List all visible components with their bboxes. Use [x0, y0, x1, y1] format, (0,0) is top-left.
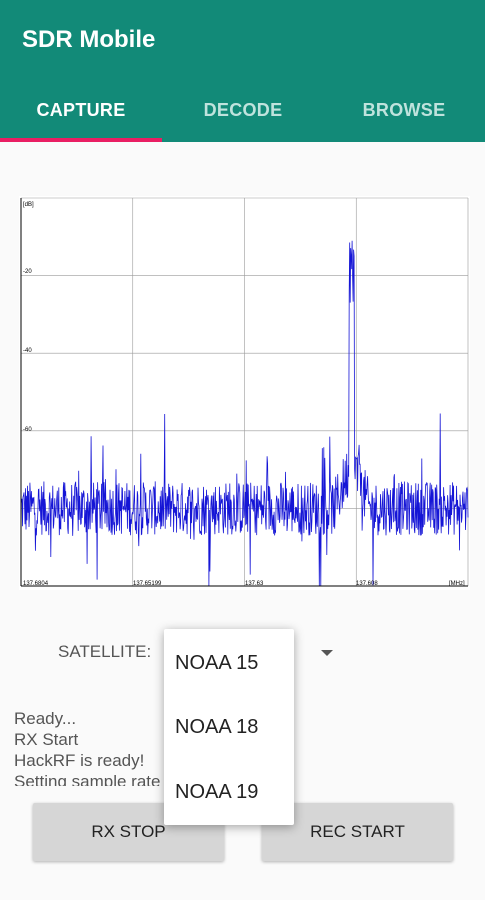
spectrum-plot: [dB] -20 -40 -60 137.6804 137.65199 137.…: [20, 197, 469, 587]
y-tick-label: [dB]: [23, 202, 34, 208]
option-noaa-18[interactable]: NOAA 18: [175, 716, 259, 738]
log-line: HackRF is ready!: [14, 751, 145, 770]
x-tick-label: [MHz]: [449, 581, 465, 587]
tab-bar: CAPTURE DECODE BROWSE: [0, 88, 485, 142]
option-noaa-15[interactable]: NOAA 15: [175, 652, 259, 674]
y-tick-label: -60: [23, 427, 32, 433]
tab-indicator: [0, 138, 162, 142]
tab-capture[interactable]: CAPTURE: [36, 100, 126, 120]
satellite-label: SATELLITE:: [58, 642, 152, 661]
option-noaa-19[interactable]: NOAA 19: [175, 781, 259, 803]
x-tick-label: 137.65199: [133, 581, 162, 587]
spectrum-trace: [20, 240, 469, 587]
log-line: RX Start: [14, 730, 79, 749]
satellite-row: SATELLITE:: [0, 636, 485, 670]
app-bar: SDR Mobile CAPTURE DECODE BROWSE: [0, 0, 485, 142]
dropdown-arrow-icon[interactable]: [321, 650, 333, 656]
tab-browse[interactable]: BROWSE: [362, 100, 446, 120]
y-tick-label: -40: [23, 348, 32, 354]
x-tick-label: 137.63: [245, 581, 264, 587]
app-title: SDR Mobile: [22, 26, 156, 53]
log-line: Ready...: [14, 709, 77, 728]
y-tick-label: -20: [23, 269, 32, 275]
x-tick-label: 137.6804: [23, 581, 49, 587]
spectrum-chart: [dB] -20 -40 -60 137.6804 137.65199 137.…: [19, 196, 470, 590]
x-tick-label: 137.608: [356, 581, 378, 587]
satellite-dropdown-menu: NOAA 15 NOAA 18 NOAA 19: [164, 629, 294, 825]
tab-decode[interactable]: DECODE: [203, 100, 283, 120]
